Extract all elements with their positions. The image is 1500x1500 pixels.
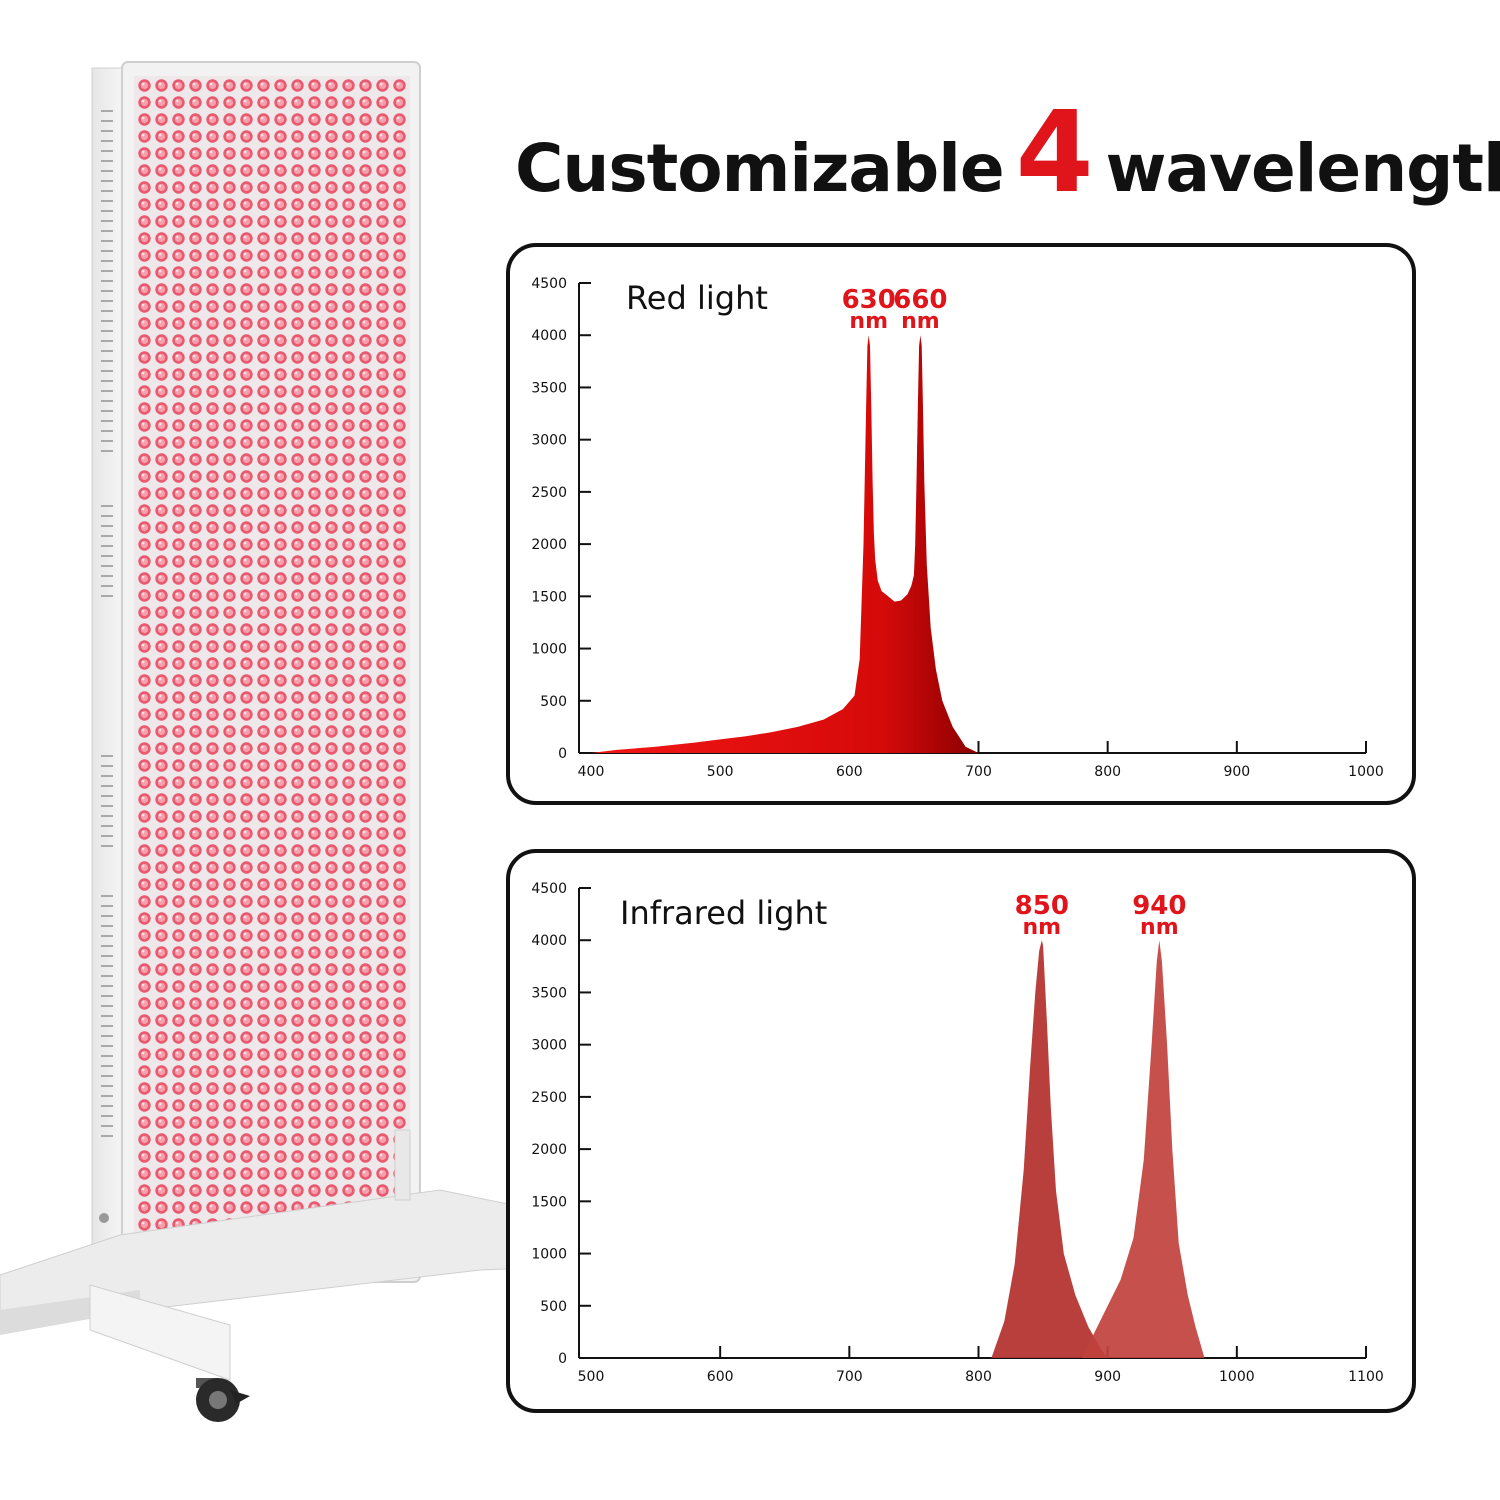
x-tick-label: 1100 [1348,1369,1384,1385]
x-tick-label: 900 [1094,1369,1121,1385]
caster-wheel-icon [196,1378,250,1422]
x-tick-label: 900 [1223,764,1250,780]
x-tick-label: 1000 [1219,1369,1255,1385]
y-tick-label: 500 [540,694,567,710]
red-light-therapy-panel-on-stand-icon [0,61,628,1422]
x-tick-label: 700 [836,1369,863,1385]
y-tick-label: 1500 [531,1194,567,1210]
y-tick-label: 2000 [531,537,567,553]
peak-unit-label: nm [849,309,888,334]
x-tick-label: 800 [965,1369,992,1385]
headline-number: 4 [1015,88,1094,218]
headline-after: wavelengths [1105,130,1500,207]
y-tick-label: 4500 [531,276,567,292]
x-tick-label: 500 [578,1369,605,1385]
x-tick-label: 500 [707,764,734,780]
x-tick-label: 800 [1094,764,1121,780]
y-tick-label: 0 [558,1351,567,1367]
y-tick-label: 500 [540,1299,567,1315]
infrared-850-series-area [991,940,1108,1358]
peak-wavelength-label: 630 [842,285,896,315]
y-tick-label: 0 [558,746,567,762]
x-tick-label: 600 [707,1369,734,1385]
x-tick-label: 600 [836,764,863,780]
y-tick-label: 3000 [531,1038,567,1054]
infrared-light-chart-title: Infrared light [620,894,827,932]
y-tick-label: 1500 [531,589,567,605]
x-tick-label: 400 [578,764,605,780]
y-tick-label: 3000 [531,433,567,449]
y-tick-label: 1000 [531,642,567,658]
vent-slots [101,110,113,1137]
peak-wavelength-label: 660 [893,285,947,315]
x-tick-label: 700 [965,764,992,780]
infrared-940-series-area [1081,940,1205,1358]
red-light-series-area [591,335,979,753]
y-tick-label: 1000 [531,1247,567,1263]
y-tick-label: 2500 [531,485,567,501]
y-tick-label: 4500 [531,881,567,897]
infrared-light-chart: Infrared light 0 500 1000 1500 2000 2500 3000 3… [506,849,1416,1413]
y-tick-label: 4000 [531,328,567,344]
y-tick-label: 3500 [531,985,567,1001]
red-light-chart-frame [506,243,1416,805]
y-tick-label: 2000 [531,1142,567,1158]
x-tick-label: 1000 [1348,764,1384,780]
y-tick-label: 3500 [531,380,567,396]
red-light-chart-title: Red light [626,279,768,317]
infrared-light-chart-frame [506,849,1416,1413]
red-light-chart: Red light 0 500 1000 1500 2000 2500 3000 3500 40… [506,243,1416,805]
peak-unit-label: nm [1140,915,1179,940]
peak-unit-label: nm [901,309,940,334]
peak-wavelength-label: 850 [1015,891,1069,921]
peak-unit-label: nm [1022,915,1061,940]
y-tick-label: 4000 [531,933,567,949]
headline: Customizable4wavelengths [515,88,1500,218]
headline-before: Customizable [515,130,1005,207]
y-tick-label: 2500 [531,1090,567,1106]
peak-wavelength-label: 940 [1132,891,1186,921]
